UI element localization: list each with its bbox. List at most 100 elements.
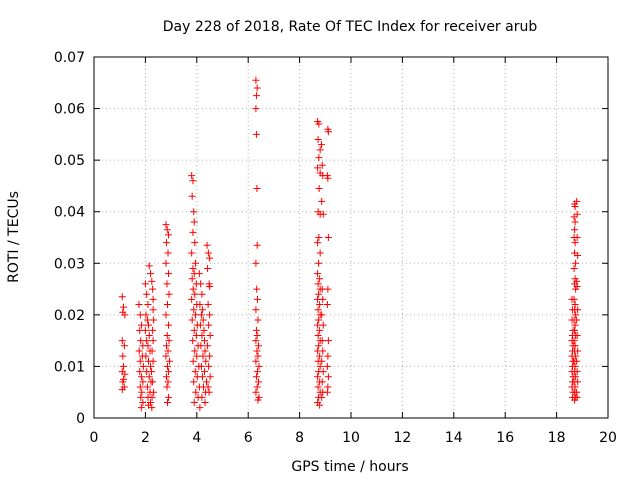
y-axis-label: ROTI / TECUs	[6, 191, 22, 283]
data-point	[253, 331, 261, 339]
data-point	[199, 352, 207, 360]
data-point	[142, 311, 150, 319]
data-point	[162, 221, 170, 229]
data-point	[572, 259, 580, 267]
data-point	[149, 306, 157, 314]
data-point	[252, 259, 260, 267]
data-point	[144, 342, 152, 350]
data-point	[149, 326, 157, 334]
data-point	[315, 120, 323, 128]
data-point	[205, 362, 213, 370]
data-point	[143, 290, 151, 298]
data-point	[191, 347, 199, 355]
data-point	[253, 84, 261, 92]
y-tick-label: 0	[76, 411, 85, 427]
data-point	[324, 383, 332, 391]
data-point	[198, 290, 206, 298]
data-point	[136, 383, 144, 391]
data-point	[197, 362, 205, 370]
data-point	[143, 337, 151, 345]
y-tick-label: 0.04	[54, 205, 85, 221]
data-point	[189, 228, 197, 236]
data-point	[162, 342, 170, 350]
data-point	[192, 311, 200, 319]
data-point	[254, 316, 262, 324]
data-point	[571, 342, 579, 350]
data-point	[204, 301, 212, 309]
data-point	[137, 337, 145, 345]
data-point	[314, 331, 322, 339]
data-point	[191, 290, 199, 298]
x-tick-label: 2	[141, 430, 150, 446]
data-point	[206, 352, 214, 360]
data-point	[137, 404, 145, 412]
data-point	[253, 241, 261, 249]
data-point	[118, 293, 126, 301]
data-point	[200, 326, 208, 334]
data-point	[135, 301, 143, 309]
data-point	[252, 373, 260, 381]
chart-title: Day 228 of 2018, Rate Of TEC Index for r…	[163, 19, 538, 35]
data-point	[255, 362, 263, 370]
data-point	[318, 311, 326, 319]
x-tick-label: 16	[496, 430, 514, 446]
data-point	[147, 270, 155, 278]
data-point	[253, 295, 261, 303]
data-point	[162, 352, 170, 360]
data-point	[314, 136, 322, 144]
data-point	[315, 185, 323, 193]
data-point	[190, 326, 198, 334]
data-point	[139, 362, 147, 370]
data-point	[253, 368, 261, 376]
data-point	[252, 326, 260, 334]
data-point	[165, 231, 173, 239]
data-point	[188, 275, 196, 283]
data-point	[571, 239, 579, 247]
x-tick-label: 12	[393, 430, 411, 446]
data-point	[148, 277, 156, 285]
data-point	[204, 383, 212, 391]
data-point	[137, 393, 145, 401]
data-point	[206, 254, 214, 262]
data-point	[205, 321, 213, 329]
data-point	[315, 259, 323, 267]
data-point	[165, 368, 173, 376]
data-point	[252, 337, 260, 345]
data-point	[252, 76, 260, 84]
data-point	[324, 174, 332, 182]
data-point	[198, 393, 206, 401]
data-point	[165, 393, 173, 401]
y-tick-label: 0.07	[54, 50, 85, 66]
data-point	[571, 301, 579, 309]
data-point	[121, 311, 129, 319]
data-point	[316, 249, 324, 257]
data-point	[315, 234, 323, 241]
data-point	[204, 249, 212, 257]
data-point	[253, 285, 261, 293]
data-point	[254, 378, 262, 386]
data-point	[190, 218, 198, 226]
data-point	[572, 311, 580, 319]
data-point	[252, 388, 260, 396]
data-point	[163, 383, 171, 391]
data-point	[188, 249, 196, 257]
data-point	[166, 357, 174, 365]
data-point	[198, 306, 206, 314]
data-point	[199, 316, 207, 324]
data-point	[139, 399, 147, 407]
data-point	[138, 321, 146, 329]
data-point	[203, 378, 211, 386]
data-point	[143, 383, 151, 391]
data-point	[254, 396, 262, 404]
data-point	[319, 321, 327, 329]
data-point	[253, 383, 261, 391]
data-point	[118, 386, 126, 394]
data-point	[318, 197, 326, 205]
y-tick-label: 0.06	[54, 102, 85, 118]
data-point	[119, 378, 127, 386]
data-point	[252, 306, 260, 314]
data-point	[164, 249, 172, 257]
data-point	[120, 362, 128, 370]
data-point	[570, 295, 578, 303]
